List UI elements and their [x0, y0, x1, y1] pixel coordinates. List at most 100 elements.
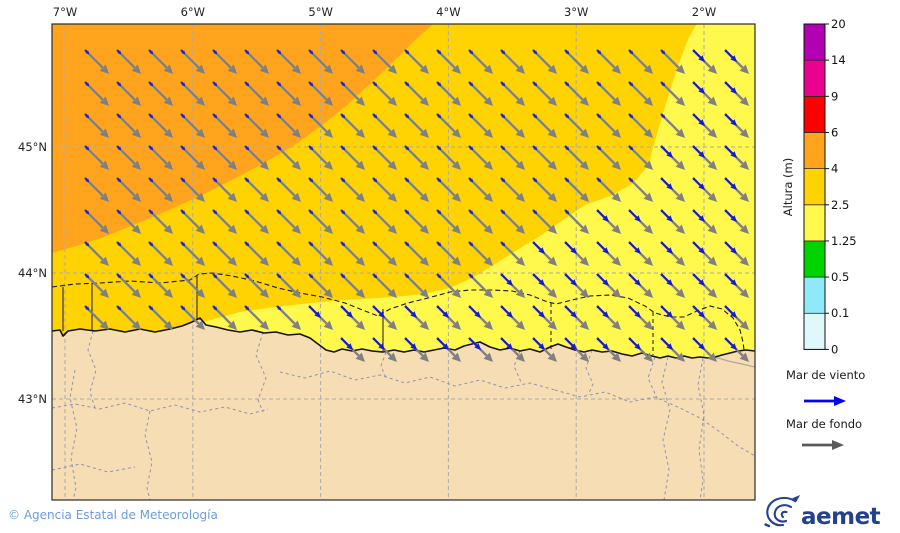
wind-sea-arrow: [212, 209, 216, 213]
wind-sea-arrow: [212, 113, 216, 117]
swell-arrow-head: [259, 320, 270, 331]
wind-sea-arrow: [564, 145, 568, 149]
swell-arrow-head: [131, 160, 142, 171]
wind-sea-arrow-head: [213, 82, 218, 87]
colorbar-segment: [803, 23, 826, 61]
wind-sea-arrow-head: [474, 343, 482, 351]
wind-sea-arrow: [244, 241, 248, 245]
wind-sea-arrow: [468, 273, 472, 277]
wind-sea-arrow-head: [410, 311, 418, 319]
swell-arrow-head: [643, 352, 654, 363]
axis-labels: 7°W 6°W 5°W 4°W 3°W 2°W 45°N 44°N 43°N: [18, 5, 716, 406]
swell-arrow-head: [547, 256, 558, 267]
wind-sea-arrow-head: [213, 242, 218, 247]
wind-sea-arrow-head: [405, 50, 410, 55]
swell-arrow-head: [99, 224, 110, 235]
wind-sea-arrow: [148, 209, 152, 213]
top-axis-tick-label: 7°W: [53, 5, 77, 19]
swell-arrow-head: [515, 128, 526, 139]
wind-sea-arrow-head: [469, 210, 474, 215]
wind-sea-arrow: [692, 337, 702, 347]
wind-sea-arrow-head: [629, 82, 634, 87]
wind-sea-arrow-head: [378, 311, 386, 319]
wind-sea-arrow: [628, 49, 632, 53]
colorbar-outline: [803, 23, 826, 350]
wind-sea-arrow-head: [469, 82, 474, 87]
swell-arrow-head: [163, 64, 174, 75]
swell-arrow-head: [227, 96, 238, 107]
wind-sea-arrow: [596, 145, 600, 149]
swell-arrow-head: [739, 192, 750, 203]
wind-sea-arrow-head: [474, 311, 482, 319]
wind-sea-arrow: [404, 113, 408, 117]
wind-sea-arrow: [436, 241, 440, 245]
wind-sea-arrow: [276, 241, 280, 245]
wind-sea-arrow: [372, 145, 376, 149]
wind-sea-arrow-head: [437, 242, 442, 247]
wind-sea-arrow: [244, 49, 248, 53]
wind-sea-arrow-head: [378, 343, 386, 351]
wind-sea-arrow-head: [597, 178, 602, 183]
lat-lon-gridlines: [52, 24, 755, 500]
swell-arrow-head: [451, 160, 462, 171]
wind-sea-arrow: [340, 145, 344, 149]
wind-sea-arrow: [340, 81, 344, 85]
wind-sea-arrow: [468, 81, 472, 85]
wind-sea-arrow: [180, 273, 184, 277]
wind-sea-arrow: [308, 177, 312, 181]
wind-sea-arrow-head: [341, 274, 346, 279]
swell-arrow-head: [291, 256, 302, 267]
swell-arrow-head: [643, 128, 654, 139]
swell-arrow-head: [99, 128, 110, 139]
wind-sea-arrow: [532, 81, 536, 85]
swell-arrow-head: [131, 96, 142, 107]
wind-sea-arrow: [500, 49, 504, 53]
wind-sea-arrow-head: [213, 178, 218, 183]
wind-sea-arrow-head: [565, 210, 570, 215]
province-border: [52, 402, 269, 415]
wind-sea-arrow-head: [533, 146, 538, 151]
swell-arrow-head: [675, 224, 686, 235]
wind-sea-arrow-head: [565, 82, 570, 87]
wind-sea-arrow: [180, 209, 184, 213]
wind-sea-arrow: [692, 241, 702, 251]
swell-arrow-head: [515, 288, 526, 299]
wind-sea-arrow-head: [85, 274, 90, 279]
wind-sea-arrow-head: [277, 242, 282, 247]
wind-sea-arrow-head: [277, 82, 282, 87]
swell-arrow-head: [515, 192, 526, 203]
swell-arrow-head: [579, 320, 590, 331]
swell-arrow-head: [355, 160, 366, 171]
swell-arrow-head: [387, 64, 398, 75]
wind-sea-arrow: [692, 177, 702, 187]
swell-arrow-head: [451, 256, 462, 267]
wind-sea-arrow: [244, 273, 248, 277]
wind-sea-arrow-head: [309, 114, 314, 119]
wind-sea-arrow-head: [149, 242, 154, 247]
wind-sea-arrow: [692, 305, 702, 315]
wind-sea-arrow: [628, 273, 638, 283]
swell-arrow-head: [259, 64, 270, 75]
swell-arrow-head: [611, 224, 622, 235]
wind-sea-legend-label: Mar de viento: [786, 368, 865, 382]
swell-arrow-head: [323, 224, 334, 235]
wind-sea-arrow: [468, 49, 472, 53]
wind-sea-arrow: [724, 209, 734, 219]
wind-sea-arrow-head: [213, 274, 218, 279]
wind-sea-arrow: [212, 49, 216, 53]
wind-sea-arrow: [660, 177, 670, 187]
wind-sea-arrow: [116, 177, 120, 181]
swell-arrow-head: [355, 256, 366, 267]
wind-sea-arrow-head: [373, 146, 378, 151]
wind-sea-arrow-head: [533, 82, 538, 87]
swell-arrow-head: [131, 256, 142, 267]
wind-sea-arrow: [84, 81, 88, 85]
swell-arrow-head: [515, 352, 526, 363]
wind-sea-arrow-head: [634, 247, 642, 255]
colorbar-tick-label: 20: [831, 17, 846, 31]
wind-sea-arrow: [500, 113, 504, 117]
wind-sea-arrow-head: [565, 50, 570, 55]
wind-sea-arrow-head: [85, 178, 90, 183]
swell-arrow-head: [323, 64, 334, 75]
colorbar-tick-label: 0.5: [831, 270, 849, 284]
